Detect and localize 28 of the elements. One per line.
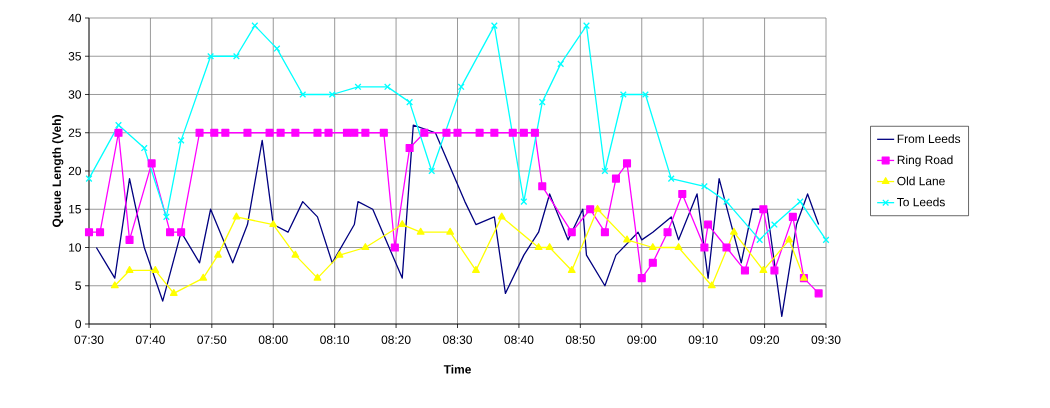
x-tick-label: 07:30 xyxy=(74,335,104,344)
legend-label: From Leeds xyxy=(897,134,961,144)
y-axis-title: Queue Length (Veh) xyxy=(52,115,64,227)
x-tick-label: 08:10 xyxy=(320,335,350,344)
x-tick-label: 07:40 xyxy=(135,335,165,344)
legend-label: To Leeds xyxy=(897,197,945,207)
x-axis-title: Time xyxy=(443,364,471,374)
y-tick-label: 5 xyxy=(75,281,81,290)
legend-label: Ring Road xyxy=(897,155,953,167)
x-tick-label: 08:40 xyxy=(504,335,534,344)
legend-label: Old Lane xyxy=(897,176,945,186)
x-tick-label: 08:00 xyxy=(258,335,288,344)
x-tick-label: 08:20 xyxy=(381,335,411,344)
x-tick-label: 07:50 xyxy=(197,335,227,344)
x-tick-label: 09:30 xyxy=(811,335,841,344)
x-tick-label: 09:00 xyxy=(627,335,657,344)
y-tick-label: 0 xyxy=(75,319,82,329)
x-tick-label: 09:20 xyxy=(750,335,780,344)
y-tick-label: 10 xyxy=(69,243,82,252)
y-tick-label: 40 xyxy=(68,13,82,23)
x-tick-label: 08:30 xyxy=(443,335,472,344)
x-tick-label: 08:50 xyxy=(565,335,595,344)
y-tick-label: 25 xyxy=(68,128,81,137)
y-tick-label: 15 xyxy=(69,205,81,214)
y-tick-label: 35 xyxy=(68,52,81,61)
y-tick-label: 30 xyxy=(68,90,82,99)
y-tick-label: 20 xyxy=(68,166,82,176)
x-tick-label: 09:10 xyxy=(688,335,718,344)
